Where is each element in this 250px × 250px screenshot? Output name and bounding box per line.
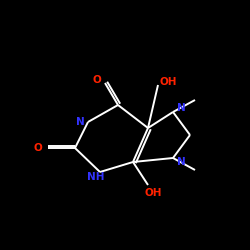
Text: O: O xyxy=(34,143,42,153)
Text: N: N xyxy=(176,157,186,167)
Text: N: N xyxy=(176,103,186,113)
Text: OH: OH xyxy=(159,77,177,87)
Text: NH: NH xyxy=(87,172,105,182)
Text: N: N xyxy=(76,117,84,127)
Text: OH: OH xyxy=(144,188,162,198)
Text: O: O xyxy=(92,75,102,85)
